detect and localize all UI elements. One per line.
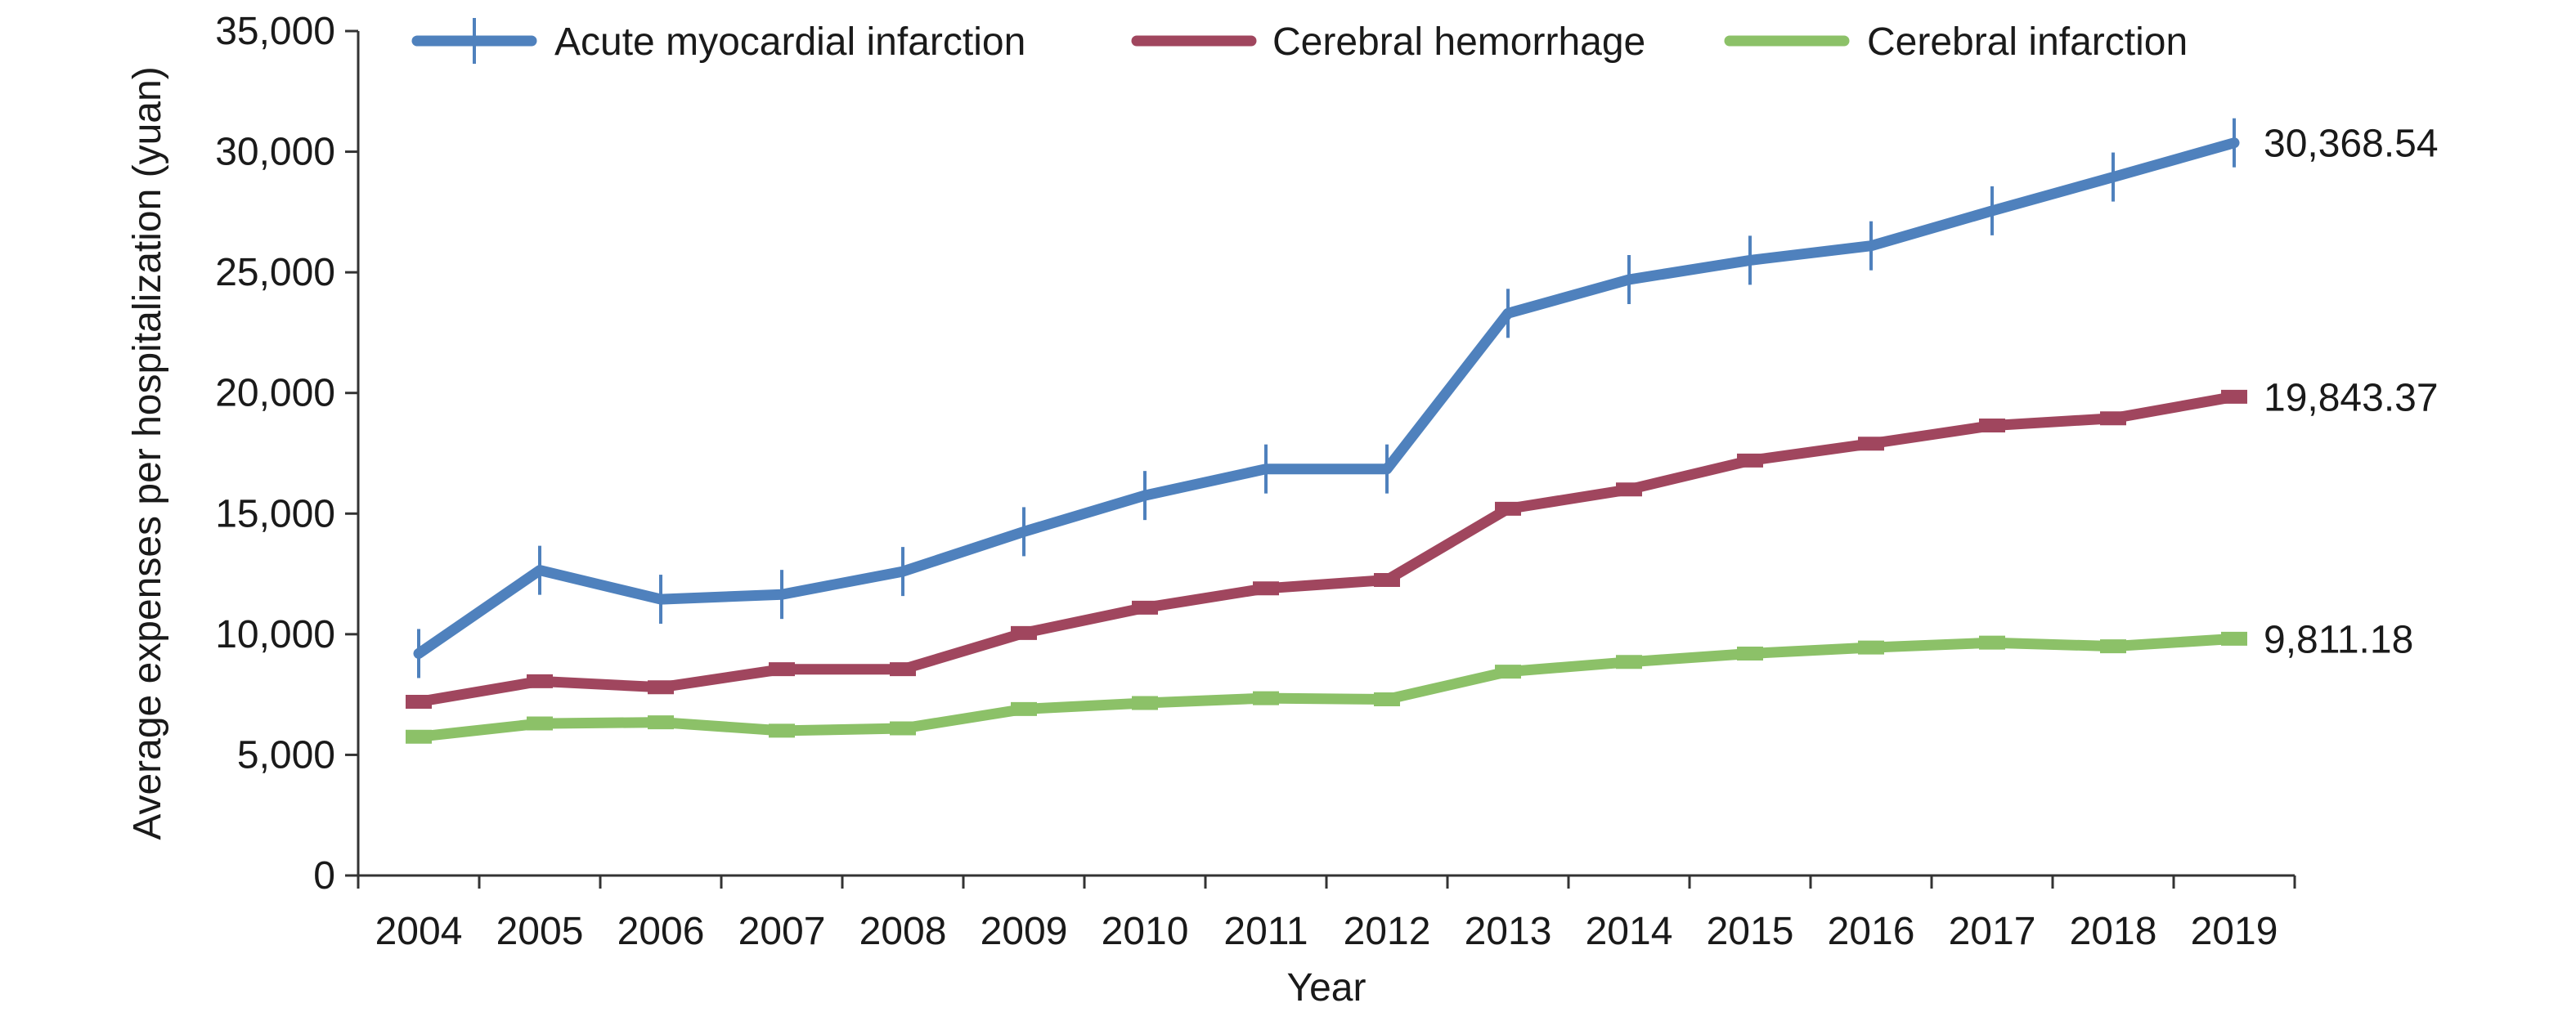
y-tick-label: 35,000 xyxy=(215,10,335,53)
y-axis-title: Average expenses per hospitalization (yu… xyxy=(126,66,169,840)
x-tick-label: 2014 xyxy=(1586,910,1673,953)
series-line-1 xyxy=(413,391,2240,707)
end-value-label: 30,368.54 xyxy=(2264,123,2439,166)
x-tick-label: 2018 xyxy=(2070,910,2157,953)
x-tick-label: 2004 xyxy=(375,910,463,953)
x-tick-label: 2009 xyxy=(981,910,1068,953)
x-tick-label: 2012 xyxy=(1344,910,1431,953)
x-axis-title: Year xyxy=(1287,966,1367,1010)
x-tick-label: 2019 xyxy=(2191,910,2278,953)
x-tick-label: 2015 xyxy=(1707,910,1794,953)
legend-label-0: Acute myocardial infarction xyxy=(554,20,1025,64)
legend-label-2: Cerebral infarction xyxy=(1867,20,2188,64)
x-tick-label: 2011 xyxy=(1223,910,1308,953)
x-tick-label: 2017 xyxy=(1949,910,2036,953)
x-tick-label: 2006 xyxy=(617,910,705,953)
series-line-0 xyxy=(413,137,2240,659)
y-tick-label: 30,000 xyxy=(215,131,335,174)
x-tick-label: 2013 xyxy=(1465,910,1552,953)
end-value-label: 9,811.18 xyxy=(2264,618,2413,661)
x-tick-label: 2007 xyxy=(738,910,826,953)
x-tick-label: 2008 xyxy=(859,910,947,953)
legend-label-1: Cerebral hemorrhage xyxy=(1272,20,1645,64)
y-tick-label: 10,000 xyxy=(215,613,335,656)
y-tick-label: 5,000 xyxy=(237,733,335,777)
y-tick-label: 20,000 xyxy=(215,372,335,415)
y-tick-label: 0 xyxy=(313,854,335,898)
x-tick-label: 2010 xyxy=(1102,910,1189,953)
y-tick-label: 15,000 xyxy=(215,492,335,535)
end-value-label: 19,843.37 xyxy=(2264,376,2439,419)
y-tick-label: 25,000 xyxy=(215,251,335,294)
x-tick-label: 2005 xyxy=(496,910,584,953)
x-tick-label: 2016 xyxy=(1828,910,1915,953)
series-line-2 xyxy=(413,633,2240,742)
